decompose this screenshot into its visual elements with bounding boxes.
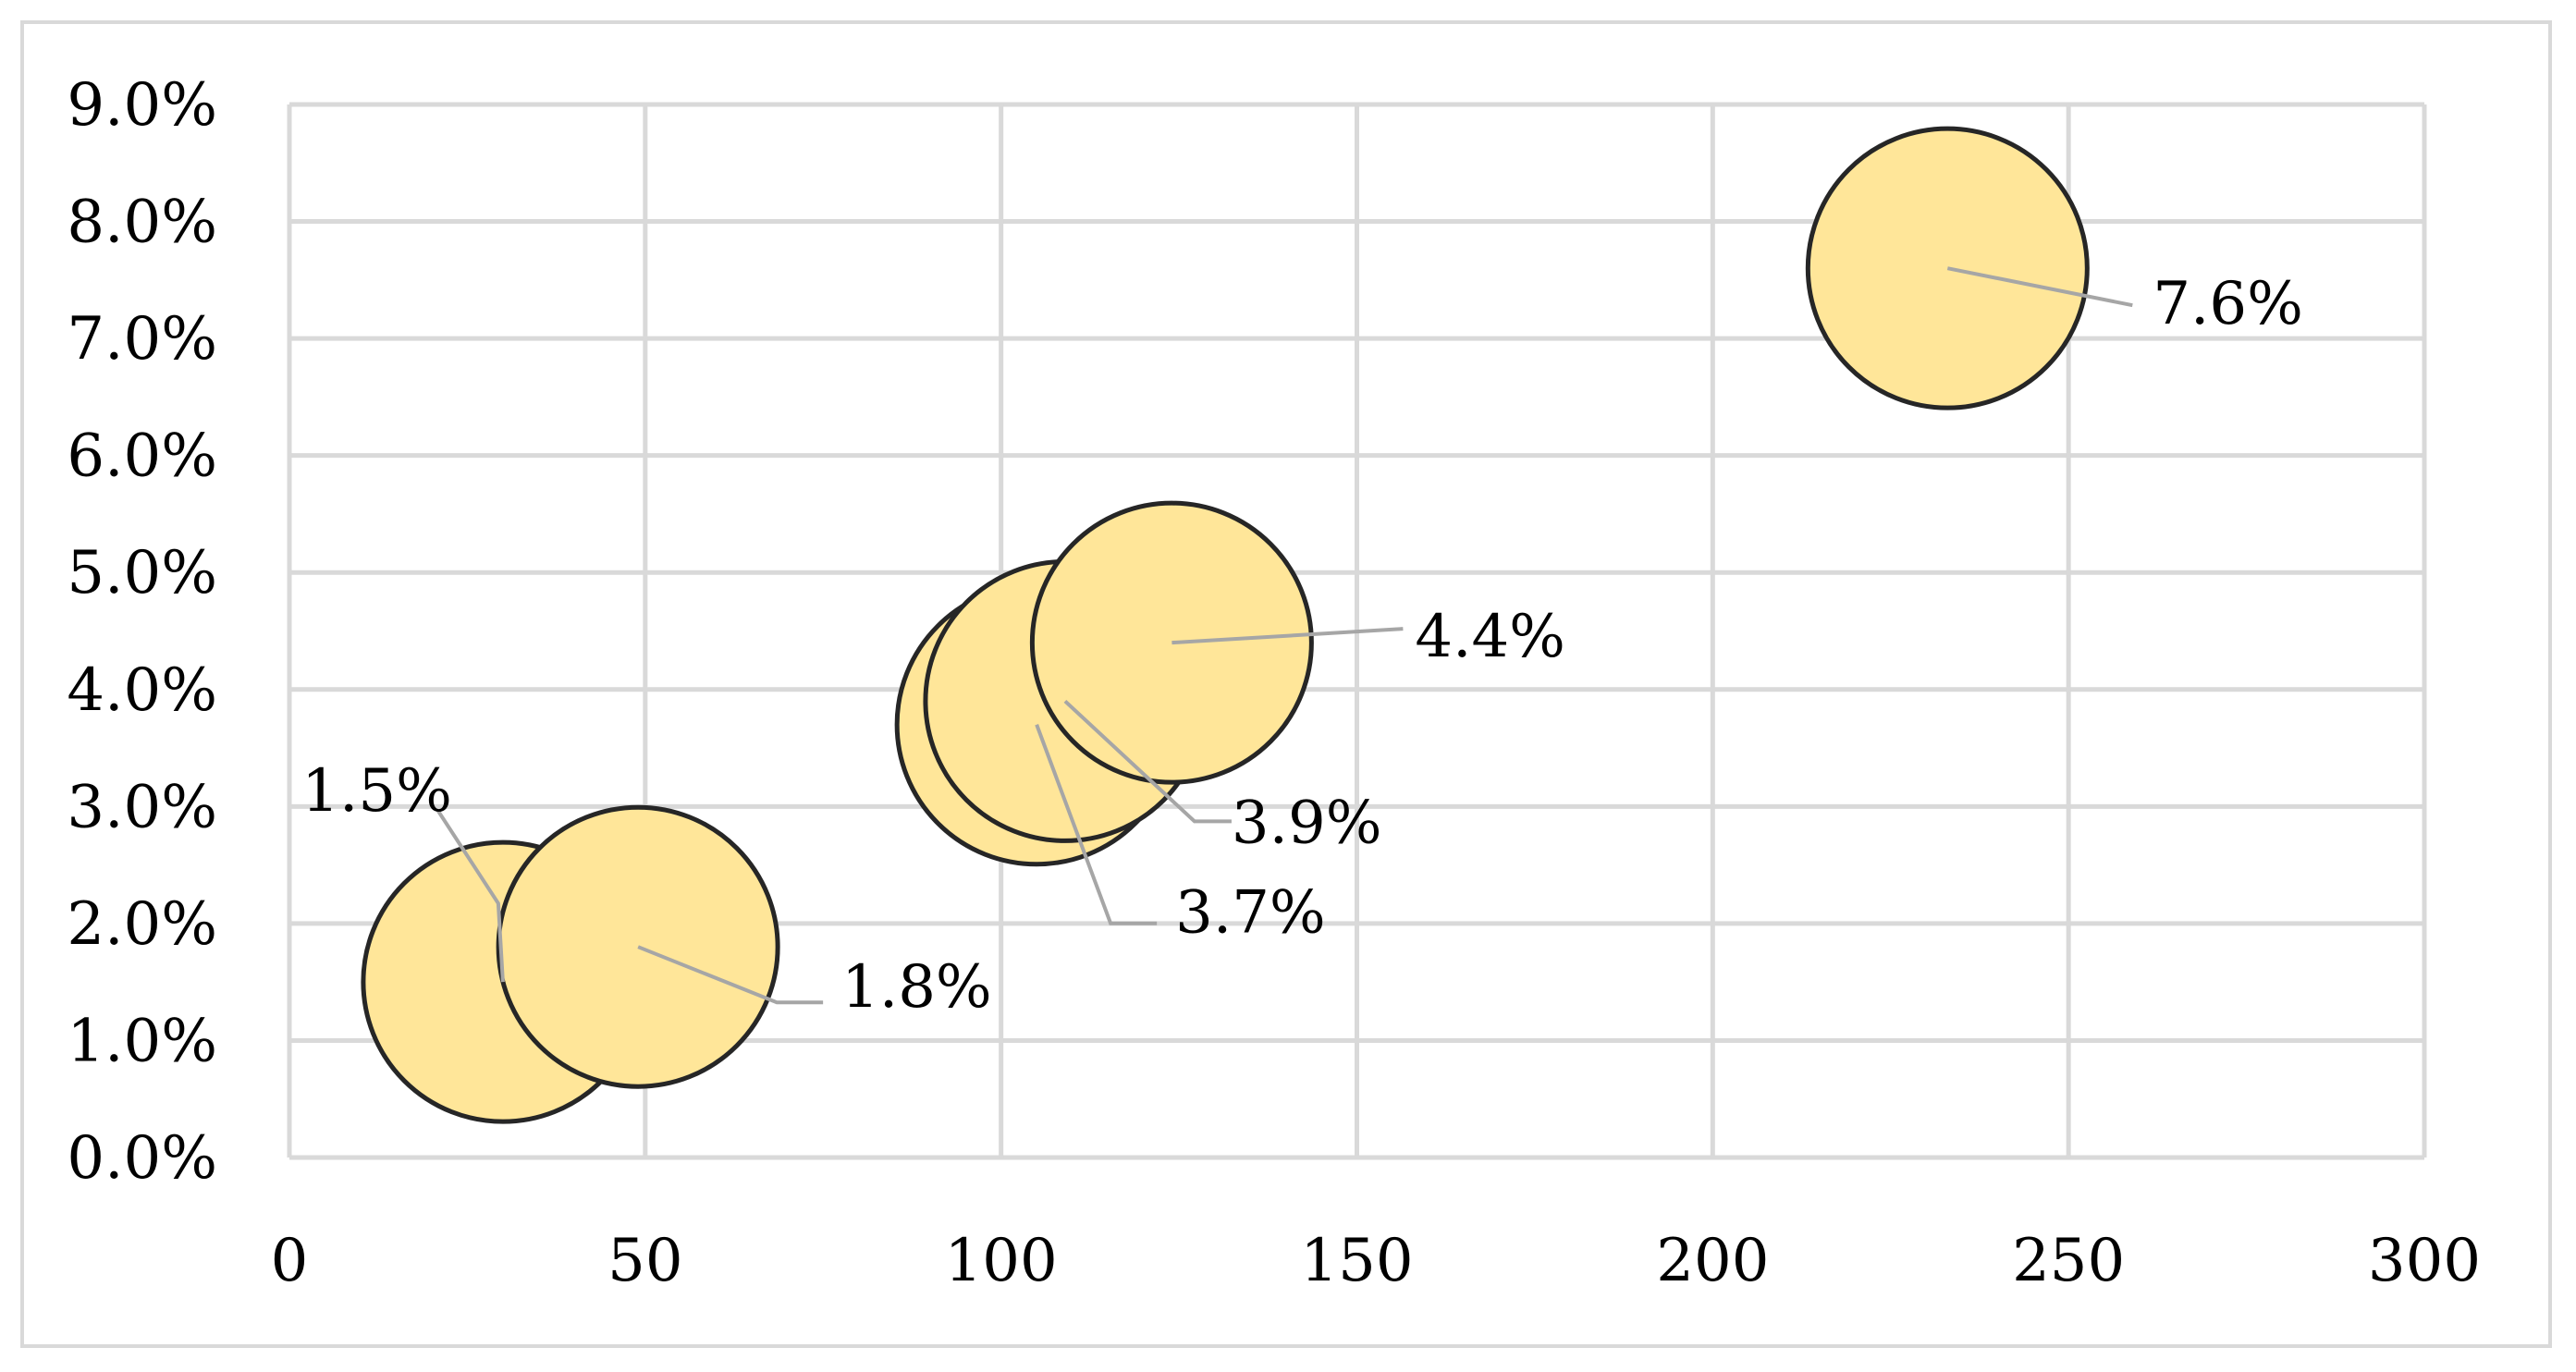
y-tick-label: 2.0% xyxy=(67,890,217,959)
y-tick-label: 9.0% xyxy=(67,71,217,140)
x-tick-label: 100 xyxy=(945,1227,1058,1295)
leader-line xyxy=(1063,699,1232,824)
data-label: 1.5% xyxy=(301,757,452,826)
x-tick-label: 250 xyxy=(2012,1227,2125,1295)
x-tick-label: 200 xyxy=(1656,1227,1769,1295)
data-label: 7.6% xyxy=(2153,270,2303,338)
y-tick-label: 4.0% xyxy=(67,656,217,725)
data-label: 3.9% xyxy=(1232,789,1382,857)
y-tick-label: 6.0% xyxy=(67,423,217,491)
y-tick-label: 8.0% xyxy=(67,189,217,257)
y-tick-label: 0.0% xyxy=(67,1124,217,1193)
bubble-layer xyxy=(361,126,2090,1124)
data-label: 3.7% xyxy=(1175,879,1326,948)
y-tick-label: 7.0% xyxy=(67,305,217,374)
y-axis-ticks: 0.0% 1.0% 2.0% 3.0% 4.0% 5.0% 6.0% 7.0% 8.0% 9.0% xyxy=(67,71,217,1193)
x-tick-label: 50 xyxy=(607,1227,682,1295)
y-tick-label: 1.0% xyxy=(67,1007,217,1075)
leader-layer xyxy=(436,266,2133,1005)
y-tick-label: 5.0% xyxy=(67,539,217,607)
x-tick-label: 150 xyxy=(1300,1227,1413,1295)
data-label: 1.8% xyxy=(841,953,992,1022)
data-label-layer: 1.5% 1.8% 3.7% 3.9% 4.4% 7.6% xyxy=(301,270,2303,1022)
x-tick-label: 300 xyxy=(2368,1227,2481,1295)
leader-line xyxy=(637,945,824,1005)
leader-line xyxy=(436,810,505,983)
leader-line xyxy=(1171,627,1404,645)
x-axis-ticks: 0 50 100 150 200 250 300 xyxy=(271,1227,2481,1295)
y-tick-label: 3.0% xyxy=(67,773,217,841)
data-label: 4.4% xyxy=(1415,603,1565,671)
leader-line xyxy=(1946,266,2133,308)
x-tick-label: 0 xyxy=(271,1227,309,1295)
leader-line xyxy=(1035,724,1158,925)
